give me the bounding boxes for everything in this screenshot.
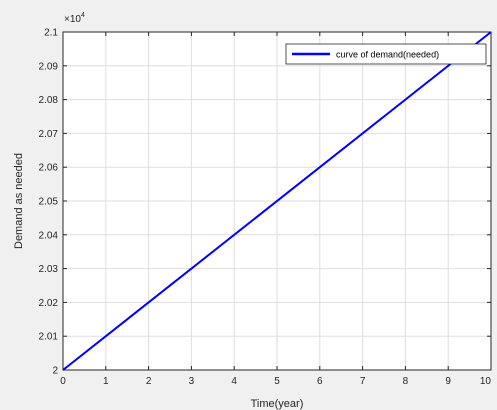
y-tick-label: 2.09 (39, 61, 59, 72)
legend-entry: curve of demand(needed) (336, 50, 439, 60)
y-tick-label: 2.1 (44, 28, 58, 39)
x-axis-label: Time(year) (251, 398, 304, 410)
series-layer (62, 31, 492, 371)
legend: curve of demand(needed) (285, 43, 487, 65)
y-tick-label: 2.04 (39, 230, 59, 241)
x-tick-label: 0 (60, 376, 66, 387)
x-tick-label: 5 (274, 376, 280, 387)
y-tick-label: 2.06 (39, 163, 59, 174)
legend-box (285, 43, 487, 65)
y-tick-label: 2.08 (39, 95, 59, 106)
y-exponent-power: 4 (81, 12, 85, 19)
x-tick-label: 4 (231, 376, 237, 387)
y-tick-label: 2 (52, 366, 58, 377)
y-tick-label: 2.01 (39, 332, 59, 343)
x-tick-label: 9 (445, 376, 451, 387)
x-tick-label: 8 (403, 376, 409, 387)
x-tick-label: 7 (360, 376, 366, 387)
x-tick-label: 6 (317, 376, 323, 387)
y-tick-label: 2.05 (39, 197, 59, 208)
tick-marks (62, 31, 492, 371)
x-tick-label: 1 (103, 376, 109, 387)
y-tick-label: 2.07 (39, 129, 59, 140)
y-axis-label: Demand as needed (13, 153, 25, 249)
y-exponent-base: ×10 (64, 14, 81, 25)
x-tick-labels: 0 1 2 3 4 5 6 7 8 9 10 (60, 376, 491, 387)
y-exponent-label: ×104 (64, 12, 85, 25)
x-tick-label: 10 (480, 376, 492, 387)
y-tick-labels: 2 2.01 2.02 2.03 2.04 2.05 2.06 2.07 2.08 2.09 2.1 (39, 28, 59, 377)
y-tick-label: 2.03 (39, 264, 59, 275)
x-tick-label: 3 (189, 376, 195, 387)
series-line (62, 31, 492, 371)
y-tick-label: 2.02 (39, 298, 59, 309)
x-tick-label: 2 (146, 376, 152, 387)
